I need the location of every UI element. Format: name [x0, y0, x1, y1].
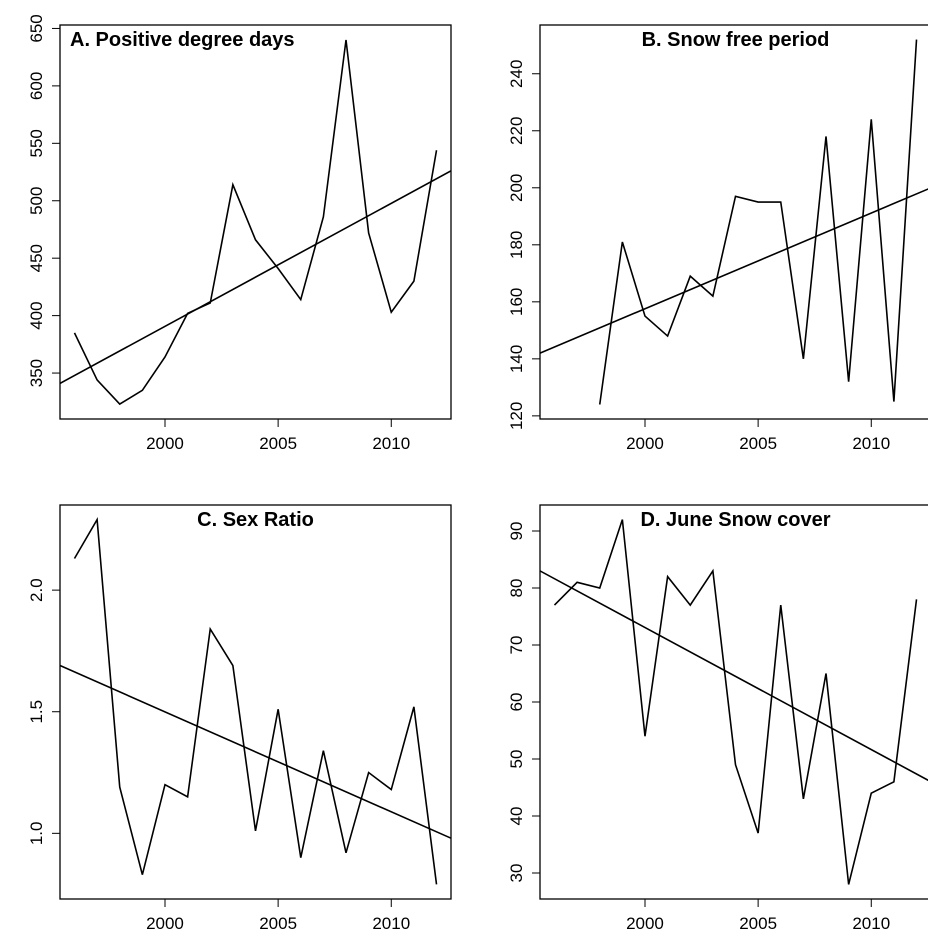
chart-title: C. Sex Ratio	[197, 509, 314, 531]
chart-title: D. June Snow cover	[640, 509, 830, 531]
y-tick-label: 120	[507, 402, 526, 430]
x-tick-label: 2000	[626, 914, 664, 933]
x-tick-label: 2005	[739, 434, 777, 453]
x-tick-label: 2005	[259, 914, 297, 933]
y-tick-label: 600	[27, 72, 46, 100]
data-line	[73, 516, 438, 885]
y-tick-label: 450	[27, 244, 46, 272]
y-tick-label: 30	[507, 864, 526, 883]
x-tick-label: 2005	[739, 914, 777, 933]
y-tick-label: 500	[27, 187, 46, 215]
trend-line	[60, 664, 451, 839]
trend-line	[540, 570, 928, 782]
plot-frame	[539, 504, 928, 900]
y-tick-label: 180	[507, 231, 526, 259]
y-tick-label: 350	[27, 359, 46, 387]
x-tick-label: 2010	[852, 914, 890, 933]
trend-line	[60, 170, 451, 385]
y-tick-label: 140	[507, 345, 526, 373]
x-tick-label: 2000	[146, 434, 184, 453]
plot-frame	[59, 24, 452, 420]
y-tick-label: 80	[507, 579, 526, 598]
x-tick-label: 2010	[372, 914, 410, 933]
y-tick-label: 2.0	[27, 578, 46, 602]
y-tick-label: 40	[507, 807, 526, 826]
y-tick-label: 160	[507, 288, 526, 316]
y-tick-label: 60	[507, 693, 526, 712]
y-tick-label: 50	[507, 750, 526, 769]
chart-title: A. Positive degree days	[70, 29, 295, 51]
x-tick-label: 2010	[372, 434, 410, 453]
y-tick-label: 550	[27, 129, 46, 157]
x-tick-label: 2005	[259, 434, 297, 453]
chart-title: B. Snow free period	[642, 29, 830, 51]
y-tick-label: 650	[27, 14, 46, 42]
plot-frame	[539, 24, 928, 420]
y-tick-label: 240	[507, 60, 526, 88]
y-tick-label: 220	[507, 117, 526, 145]
y-tick-label: 70	[507, 636, 526, 655]
data-line	[598, 39, 918, 405]
x-tick-label: 2000	[626, 434, 664, 453]
y-tick-label: 1.0	[27, 822, 46, 846]
y-tick-label: 1.5	[27, 700, 46, 724]
y-tick-label: 90	[507, 522, 526, 541]
trend-line	[540, 188, 928, 354]
y-tick-label: 200	[507, 174, 526, 202]
data-line	[553, 519, 918, 885]
x-tick-label: 2010	[852, 434, 890, 453]
plot-frame	[59, 504, 452, 900]
data-line	[73, 39, 438, 406]
y-tick-label: 400	[27, 301, 46, 329]
x-tick-label: 2000	[146, 914, 184, 933]
